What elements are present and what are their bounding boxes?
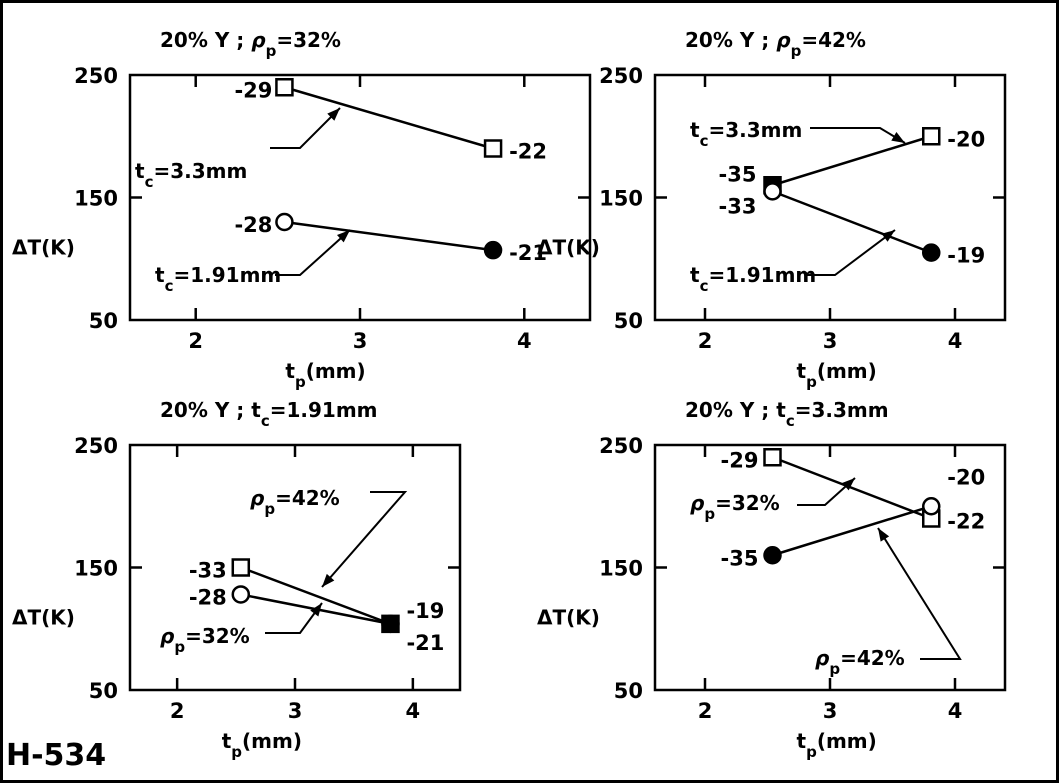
x-tick-label: 3 — [353, 329, 368, 353]
chart-title: 20% Y ; tc=3.3mm — [685, 398, 889, 430]
series-name-label: tc=3.3mm — [690, 118, 802, 150]
y-tick-label: 150 — [74, 557, 118, 581]
x-tick-label: 4 — [948, 329, 963, 353]
data-point-square — [922, 127, 941, 146]
x-tick-label: 2 — [188, 329, 203, 353]
data-label: -19 — [947, 244, 985, 268]
x-axis-label: tp(mm) — [222, 729, 302, 761]
y-tick-label: 250 — [599, 64, 643, 88]
data-label: -21 — [406, 631, 444, 655]
data-point-circle — [275, 212, 294, 232]
callout-line — [275, 229, 351, 276]
y-axis-label: ΔT(K) — [537, 236, 600, 260]
chart-title: 20% Y ; ρp=32% — [160, 28, 341, 60]
chart-title: 20% Y ; tc=1.91mm — [160, 398, 378, 430]
data-label: -22 — [947, 510, 985, 534]
data-label: -19 — [406, 599, 444, 623]
y-axis-label: ΔT(K) — [537, 606, 600, 630]
series-name-label: tc=1.91mm — [690, 263, 816, 295]
data-point-square — [763, 448, 782, 467]
series-name-label: ρp=42% — [250, 486, 340, 518]
y-axis-label: ΔT(K) — [12, 236, 75, 260]
data-label: -29 — [721, 448, 759, 472]
callout-arrowhead — [881, 230, 895, 242]
series-line — [772, 190, 932, 254]
callout-arrowhead — [310, 603, 322, 617]
series-line — [284, 220, 494, 252]
series-line — [772, 135, 932, 187]
x-tick-label: 3 — [823, 699, 838, 723]
callout-line — [877, 527, 962, 660]
callout-arrowhead — [841, 478, 855, 491]
y-tick-label: 50 — [614, 309, 643, 333]
data-point-circle — [763, 182, 782, 201]
data-label: -28 — [189, 585, 227, 609]
series-line — [284, 86, 494, 150]
series-name-label: tc=3.3mm — [135, 159, 247, 191]
y-tick-label: 150 — [74, 187, 118, 211]
callout-arrowhead — [878, 528, 890, 542]
x-axis-label: tp(mm) — [285, 359, 365, 391]
y-tick-label: 250 — [74, 64, 118, 88]
x-tick-label: 4 — [948, 699, 963, 723]
callout-arrowhead — [327, 108, 340, 121]
y-tick-label: 50 — [89, 309, 118, 333]
data-label: -33 — [719, 194, 757, 218]
data-point-circle — [381, 614, 400, 634]
x-axis-label: tp(mm) — [797, 729, 877, 761]
data-point-square — [483, 139, 503, 158]
callout-line — [810, 127, 906, 144]
x-tick-label: 3 — [288, 699, 303, 723]
y-tick-label: 50 — [89, 679, 118, 703]
y-tick-label: 250 — [74, 434, 118, 458]
data-label: -35 — [719, 162, 757, 186]
data-label: -20 — [947, 465, 985, 489]
data-label: -20 — [947, 127, 985, 151]
callout-line — [797, 477, 856, 506]
series-line — [772, 505, 932, 557]
series-line — [240, 566, 391, 626]
y-axis-label: ΔT(K) — [12, 606, 75, 630]
data-label: -35 — [721, 546, 759, 570]
data-point-circle — [231, 585, 251, 604]
data-point-circle — [922, 497, 941, 516]
x-tick-label: 4 — [517, 329, 532, 353]
data-point-circle — [922, 243, 941, 262]
y-tick-label: 150 — [599, 557, 643, 581]
callout-line — [270, 107, 341, 149]
x-tick-label: 4 — [406, 699, 421, 723]
data-point-circle — [483, 240, 503, 260]
x-axis-label: tp(mm) — [797, 359, 877, 391]
callout-line — [321, 491, 408, 588]
series-line — [772, 456, 932, 520]
series-name-label: tc=1.91mm — [155, 263, 281, 295]
figure-id: H-534 — [6, 738, 107, 773]
data-label: -29 — [234, 78, 272, 102]
data-label: -22 — [509, 140, 547, 164]
data-label: -21 — [509, 241, 547, 265]
x-tick-label: 2 — [698, 699, 713, 723]
x-tick-label: 2 — [698, 329, 713, 353]
callout-arrowhead — [336, 230, 350, 243]
y-tick-label: 50 — [614, 679, 643, 703]
x-tick-label: 3 — [823, 329, 838, 353]
callout-line — [805, 229, 896, 276]
callout-arrowhead — [891, 132, 905, 143]
x-tick-label: 2 — [170, 699, 185, 723]
y-tick-label: 150 — [599, 187, 643, 211]
series-name-label: ρp=42% — [815, 646, 905, 678]
data-point-square — [275, 78, 294, 97]
y-tick-label: 250 — [599, 434, 643, 458]
callout-arrowhead — [322, 573, 335, 587]
data-label: -33 — [189, 559, 227, 583]
series-name-label: ρp=32% — [160, 624, 250, 656]
series-name-label: ρp=32% — [690, 491, 780, 523]
data-label: -28 — [234, 213, 272, 237]
chart-title: 20% Y ; ρp=42% — [685, 28, 866, 60]
data-point-circle — [763, 546, 782, 565]
data-point-square — [231, 558, 251, 577]
